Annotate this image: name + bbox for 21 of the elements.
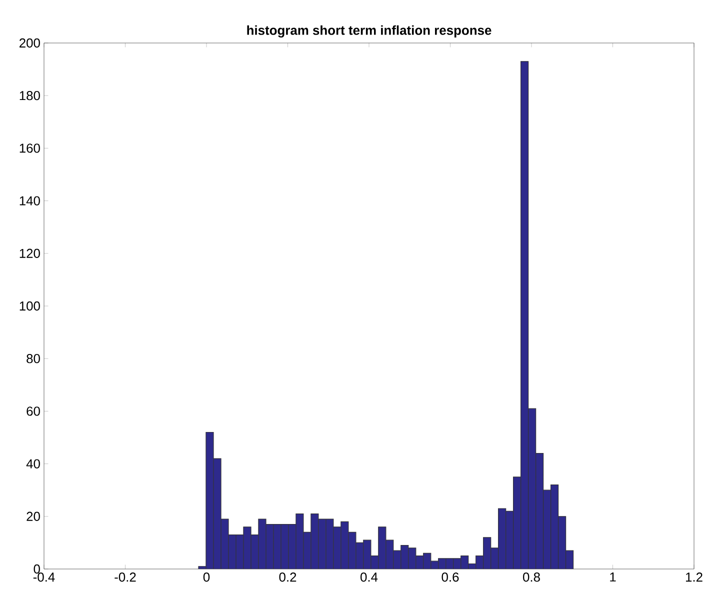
x-tick-label: 1.2 <box>686 572 702 582</box>
y-tick-label: 160 <box>20 144 40 153</box>
x-tick-label: -0.2 <box>114 572 136 582</box>
x-tick-label: 1 <box>610 572 616 582</box>
x-tick-label: 0.4 <box>360 572 378 582</box>
x-tick-label: 0.2 <box>279 572 296 582</box>
y-tick-label: 180 <box>20 91 40 100</box>
x-tick-label: 0.8 <box>523 572 540 582</box>
y-tick-label: 100 <box>20 301 40 311</box>
y-tick-label: 120 <box>20 248 40 258</box>
y-tick-label: 200 <box>20 38 40 48</box>
y-tick-label: 80 <box>26 354 40 364</box>
y-tick-label: 60 <box>26 406 40 416</box>
y-tick-label: 40 <box>26 459 40 468</box>
x-tick-label: 0 <box>203 572 210 582</box>
chart-title: histogram short term inflation response <box>247 25 492 38</box>
y-tick-label: 20 <box>26 512 40 521</box>
y-tick-label: 0 <box>34 564 40 574</box>
y-tick-label: 140 <box>20 196 40 206</box>
x-tick-label: -0.4 <box>33 572 55 582</box>
x-tick-label: 0.6 <box>442 572 459 582</box>
